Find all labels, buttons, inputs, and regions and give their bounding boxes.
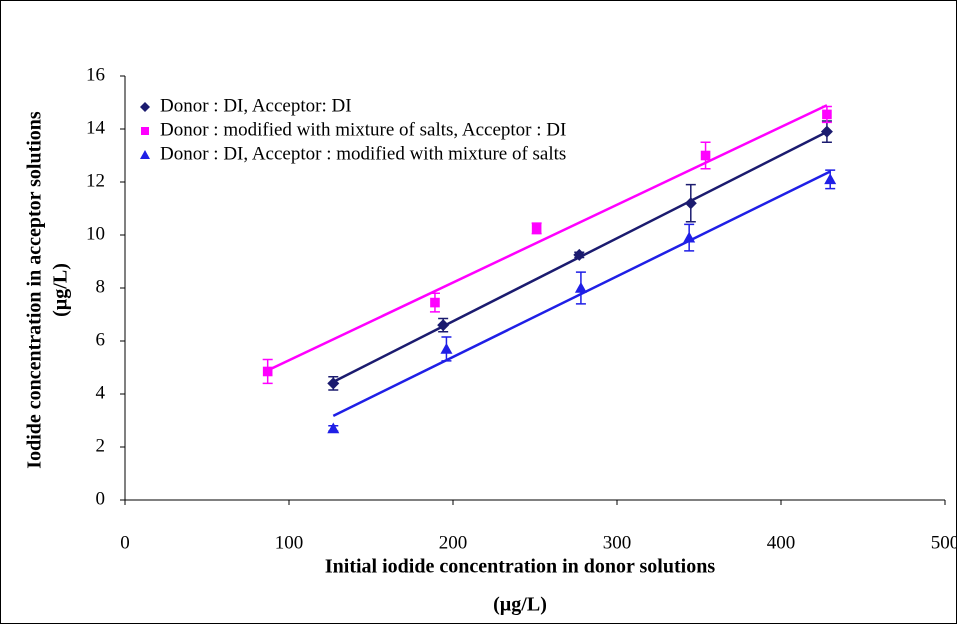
legend-marker (140, 102, 150, 112)
point (574, 282, 587, 293)
y-tick-label: 6 (96, 329, 106, 350)
point (437, 319, 450, 332)
y-tick-label: 0 (96, 488, 106, 509)
point (700, 150, 711, 161)
y-tick-label: 4 (96, 382, 106, 403)
point (822, 109, 832, 120)
y-axis-label: (µg/L) (50, 263, 72, 317)
y-tick-label: 8 (96, 276, 106, 297)
point (327, 377, 340, 390)
point (683, 231, 696, 243)
point (430, 297, 440, 308)
legend-label: Donor : DI, Acceptor : modified with mix… (160, 143, 566, 164)
legend-label: Donor : DI, Acceptor: DI (160, 95, 352, 116)
y-tick-label: 16 (86, 64, 105, 85)
y-tick-label: 2 (96, 435, 106, 456)
point (573, 248, 586, 261)
legend-marker (141, 127, 149, 135)
x-tick-label: 200 (439, 532, 468, 553)
x-tick-label: 300 (603, 532, 632, 553)
x-axis-label: Initial iodide concentration in donor so… (325, 556, 715, 578)
point (824, 173, 837, 185)
y-tick-label: 12 (86, 170, 105, 191)
x-tick-label: 400 (767, 532, 796, 553)
trend-line (332, 170, 831, 417)
y-tick-label: 14 (86, 117, 106, 138)
point (440, 342, 453, 354)
y-tick-label: 10 (86, 223, 105, 244)
point (327, 422, 340, 434)
legend-label: Donor : modified with mixture of salts, … (160, 119, 566, 140)
x-tick-label: 0 (120, 532, 130, 553)
y-axis-label: Iodide concentration in acceptor solutio… (24, 111, 46, 469)
point (684, 197, 697, 210)
x-axis-label: (µg/L) (493, 594, 547, 616)
trend-line (267, 104, 828, 372)
x-tick-label: 100 (275, 532, 304, 553)
point (531, 223, 542, 234)
legend-marker (140, 150, 150, 159)
point (262, 366, 273, 377)
x-tick-label: 500 (931, 532, 957, 553)
point (820, 125, 833, 138)
